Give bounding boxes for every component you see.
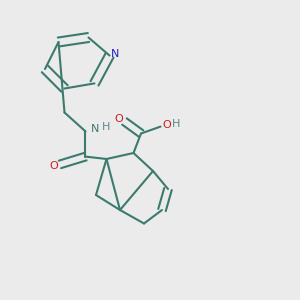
- Text: O: O: [115, 113, 124, 124]
- Text: O: O: [49, 161, 58, 171]
- Text: N: N: [111, 49, 119, 59]
- Text: N: N: [91, 124, 99, 134]
- Text: O: O: [162, 120, 171, 130]
- Text: H: H: [102, 122, 110, 132]
- Text: H: H: [172, 118, 181, 129]
